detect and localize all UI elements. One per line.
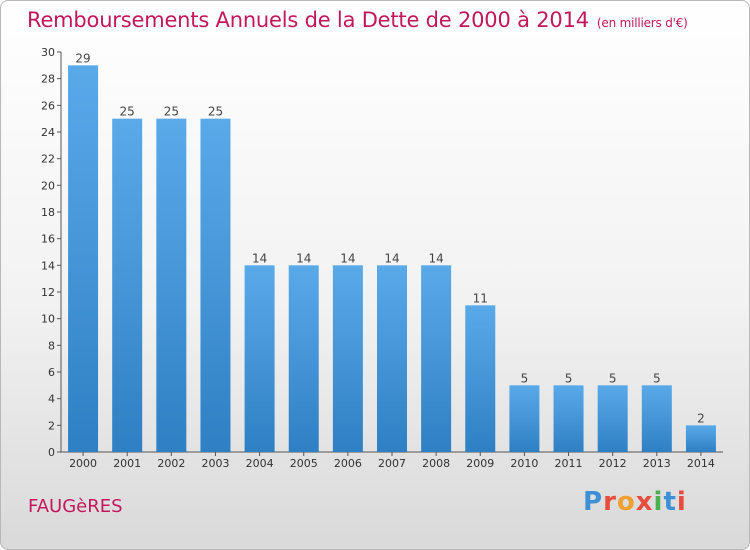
x-tick-label: 2004 [246, 457, 274, 470]
x-tick-label: 2007 [378, 457, 406, 470]
y-tick-label: 0 [48, 446, 55, 459]
bar-2006 [332, 265, 363, 452]
data-label-2004: 14 [252, 251, 267, 265]
logo-letter: t [663, 487, 677, 517]
data-label-2002: 25 [164, 105, 179, 119]
y-tick-label: 18 [41, 206, 55, 219]
bar-2004 [244, 265, 275, 452]
y-tick-label: 8 [48, 339, 55, 352]
y-tick-label: 22 [41, 153, 55, 166]
y-tick-label: 16 [41, 233, 55, 246]
y-tick-label: 6 [48, 366, 55, 379]
x-tick-label: 2008 [422, 457, 450, 470]
bars [68, 65, 716, 453]
y-tick-label: 30 [41, 46, 55, 59]
logo-letter: r [603, 487, 617, 517]
bar-2013 [641, 385, 672, 452]
bar-2012 [597, 385, 628, 452]
data-label-2012: 5 [609, 371, 617, 385]
y-tick-label: 4 [48, 393, 55, 406]
x-tick-label: 2009 [466, 457, 494, 470]
data-label-2011: 5 [565, 371, 573, 385]
x-tick-label: 2003 [201, 457, 229, 470]
y-tick-label: 24 [41, 126, 55, 139]
bar-2008 [421, 265, 452, 452]
data-label-2000: 29 [75, 51, 90, 65]
chart-title: Remboursements Annuels de la Dette de 20… [27, 8, 688, 32]
x-tick-label: 2010 [510, 457, 538, 470]
bar-2001 [112, 118, 143, 453]
bar-2007 [377, 265, 407, 452]
data-label-2008: 14 [428, 251, 443, 265]
bar-2010 [509, 385, 540, 452]
logo-letter: i [676, 487, 687, 517]
y-tick-label: 2 [48, 419, 55, 432]
x-tick-label: 2000 [69, 457, 97, 470]
data-label-2003: 25 [208, 105, 223, 119]
x-tick-label: 2012 [599, 457, 627, 470]
data-label-2006: 14 [340, 251, 355, 265]
y-tick-label: 26 [41, 99, 55, 112]
bar-2002 [156, 118, 187, 453]
logo-letter: i [653, 487, 664, 517]
x-tick-label: 2014 [687, 457, 715, 470]
y-tick-label: 10 [41, 313, 55, 326]
data-labels: 29 25 25 25 14 14 14 14 14 11 5 5 5 5 2 [75, 51, 704, 425]
bar-2009 [465, 305, 496, 452]
chart-subtitle: (en milliers d'€) [596, 16, 688, 30]
x-tick-label: 2013 [643, 457, 671, 470]
x-tick-label: 2002 [157, 457, 185, 470]
commune-name: FAUGèRES [28, 496, 123, 517]
y-tick-label: 12 [41, 286, 55, 299]
data-label-2007: 14 [384, 251, 399, 265]
logo-letter: P [583, 487, 604, 517]
y-tick-label: 20 [41, 179, 55, 192]
bar-2005 [288, 265, 319, 452]
y-tick-label: 14 [41, 259, 55, 272]
x-tick-label: 2005 [290, 457, 318, 470]
data-label-2009: 11 [473, 291, 488, 305]
data-label-2014: 2 [697, 411, 705, 425]
x-tick-label: 2001 [113, 457, 141, 470]
y-tick-label: 28 [41, 73, 55, 86]
bar-2014 [685, 425, 716, 452]
data-label-2013: 5 [653, 371, 661, 385]
bar-2003 [200, 118, 231, 453]
x-tick-label: 2011 [555, 457, 583, 470]
chart-title-text: Remboursements Annuels de la Dette de 20… [27, 8, 589, 32]
data-label-2005: 14 [296, 251, 311, 265]
data-label-2001: 25 [120, 105, 135, 119]
bar-2011 [553, 385, 584, 452]
x-tick-label: 2006 [334, 457, 362, 470]
bar-2000 [68, 65, 99, 452]
logo-letter: o [616, 487, 636, 517]
proxiti-logo: Proxiti [583, 487, 687, 517]
data-label-2010: 5 [521, 371, 529, 385]
logo-letter: x [635, 487, 654, 517]
